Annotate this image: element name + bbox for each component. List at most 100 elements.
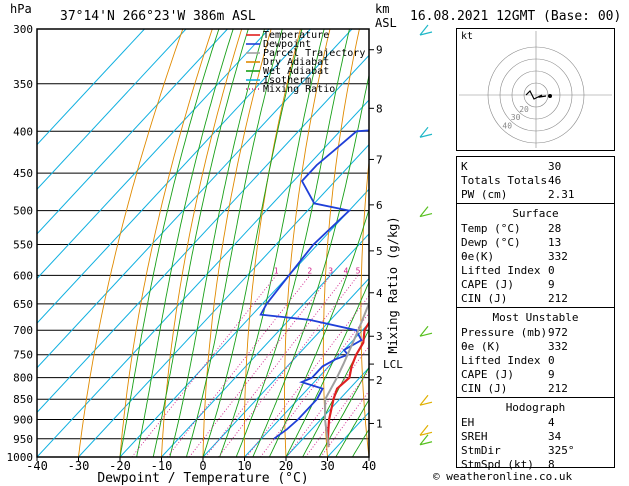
index-value: 34: [548, 430, 562, 443]
index-label: θe(K): [461, 250, 495, 263]
location-title: 37°14'N 266°23'W 386m ASL: [60, 9, 256, 24]
pressure-tick-label: 400: [13, 125, 33, 138]
dry-adiabat-line: [78, 29, 184, 457]
index-label: PW (cm): [461, 188, 508, 201]
index-label: SREH: [461, 430, 488, 443]
most-unstable-row: Lifted Index 0: [457, 353, 614, 368]
km-tick-label: 2: [376, 374, 383, 387]
isotherm-line: [285, 367, 369, 457]
dry-adiabat-line: [433, 17, 453, 457]
index-value: 0: [548, 264, 555, 277]
index-value: 9: [548, 278, 555, 291]
pressure-tick-label: 450: [13, 167, 33, 180]
pressure-tick-label: 650: [13, 298, 33, 311]
index-value: 972: [548, 326, 568, 339]
mixing-ratio-label: 4: [343, 266, 348, 275]
indices-table: K 30 Totals Totals 46 PW (cm) 2.31 Surface Temp…: [456, 156, 615, 471]
wet-adiabat-line: [252, 72, 369, 457]
index-label: EH: [461, 416, 475, 429]
pressure-tick-label: 750: [13, 349, 33, 362]
index-label: Dewp (°C): [461, 236, 521, 249]
series-parcel-trajectory: [323, 300, 369, 448]
km-tick-label: 8: [376, 102, 383, 115]
isotherm-line: [37, 29, 145, 146]
hodograph-trace: [525, 89, 547, 100]
index-label: CAPE (J): [461, 368, 514, 381]
mixing-ratio-line: [189, 275, 331, 457]
table-divider: [457, 397, 614, 398]
temperature-tick-label: -20: [109, 459, 131, 473]
isotherm-line: [37, 29, 187, 190]
index-value: 8: [548, 458, 555, 471]
index-label: Totals Totals: [461, 174, 548, 187]
mixing-ratio-label: 2: [307, 266, 312, 275]
isotherm-line: [37, 29, 270, 280]
wet-adiabat-line: [152, 29, 249, 457]
mixing-ratio-line: [246, 295, 369, 457]
most-unstable-row: θe (K) 332: [457, 339, 614, 354]
temperature-tick-label: 30: [320, 459, 334, 473]
surface-row: Temp (°C) 28: [457, 221, 614, 236]
index-value: 325°: [548, 444, 575, 457]
isotherm-line: [37, 29, 228, 235]
legend-item: Dewpoint: [263, 39, 311, 50]
hodograph-unit-label: kt: [461, 31, 474, 42]
wind-barb-icon: [419, 394, 433, 406]
mixing-ratio-axis-label: Mixing Ratio (g/kg): [386, 216, 400, 353]
most-unstable-section-title: Most Unstable: [492, 311, 579, 324]
temperature-tick-label: -30: [68, 459, 90, 473]
wet-adiabat-line: [268, 208, 369, 457]
mixing-ratio-line: [320, 390, 369, 457]
dry-adiabat-line: [243, 29, 301, 457]
index-value: 212: [548, 382, 568, 395]
index-label: StmSpd (kt): [461, 458, 534, 471]
isotherm-line: [37, 99, 369, 457]
hodograph-ring-label: 40: [502, 122, 512, 131]
pressure-unit-label: hPa: [10, 2, 32, 16]
dry-adiabat-line: [284, 29, 331, 457]
wet-adiabat-line: [335, 398, 369, 457]
pressure-tick-label: 950: [13, 433, 33, 446]
pressure-tick-label: 350: [13, 78, 33, 91]
index-value: 30: [548, 160, 562, 173]
most-unstable-row: CIN (J) 212: [457, 381, 614, 396]
wet-adiabat-line: [119, 29, 220, 457]
hodograph-row: EH 4: [457, 415, 614, 430]
index-label: CIN (J): [461, 382, 508, 395]
pressure-tick-label: 600: [13, 269, 33, 282]
isotherm-line: [202, 277, 369, 457]
legend-item: Dry Adiabat: [263, 57, 329, 68]
index-value: 4: [548, 416, 555, 429]
hodograph-panel: 40 30 20 kt: [456, 28, 615, 151]
hodograph-section-title: Hodograph: [505, 401, 566, 414]
temperature-tick-label: 0: [199, 459, 206, 473]
km-tick-label: 3: [376, 330, 383, 343]
index-label: Lifted Index: [461, 354, 541, 367]
most-unstable-row: Pressure (mb) 972: [457, 325, 614, 340]
legend-item: Wet Adiabat: [263, 66, 329, 77]
wind-barb-icon: [419, 424, 433, 436]
wind-barb-icon: [419, 24, 433, 36]
index-row: Totals Totals 46: [457, 173, 614, 188]
series-dewpoint: [259, 129, 369, 440]
pressure-tick-label: 900: [13, 414, 33, 427]
table-divider: [457, 203, 614, 204]
plot-area: [37, 17, 453, 457]
index-label: θe (K): [461, 340, 501, 353]
isotherm-line: [161, 233, 369, 457]
asl-label: ASL: [375, 16, 397, 30]
km-tick-label: 6: [376, 199, 383, 212]
index-value: 46: [548, 174, 562, 187]
wind-barb-icon: [419, 206, 433, 218]
legend-item: Parcel Trajectory: [263, 48, 365, 59]
pressure-tick-label: 550: [13, 238, 33, 251]
isotherm-line: [37, 29, 311, 324]
isotherm-line: [78, 143, 369, 457]
index-label: Pressure (mb): [461, 326, 548, 339]
pressure-tick-label: 700: [13, 324, 33, 337]
pressure-tick-label: 800: [13, 372, 33, 385]
x-axis-label: Dewpoint / Temperature (°C): [97, 471, 308, 486]
legend-item: Temperature: [263, 30, 329, 41]
